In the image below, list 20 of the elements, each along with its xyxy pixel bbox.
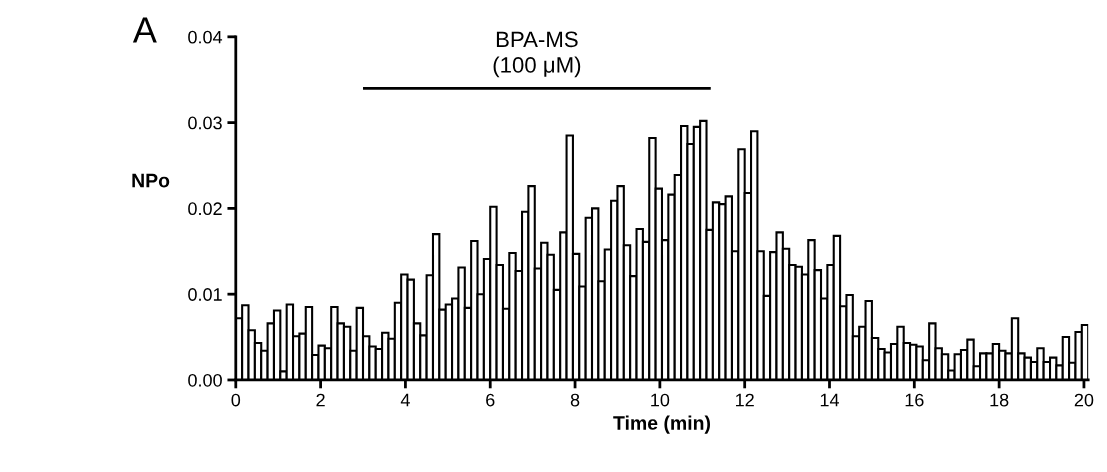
x-tick-label: 16: [905, 393, 924, 407]
x-tick-label: 10: [651, 393, 670, 407]
y-tick-label: 0.00: [188, 373, 222, 387]
x-tick-label: 8: [570, 393, 580, 407]
y-tick-label: 0.01: [188, 288, 222, 301]
x-tick-label: 14: [820, 393, 840, 407]
y-axis-title: NPo: [132, 173, 170, 188]
x-tick-label: 12: [736, 393, 754, 407]
x-tick-label: 20: [1074, 393, 1094, 407]
y-tick-label: 0.04: [188, 30, 223, 44]
x-axis-title: Time (min): [613, 415, 710, 434]
text: A: [132, 17, 157, 43]
x-tick-label: 0: [231, 393, 241, 407]
y-tick-label: 0.02: [188, 202, 222, 216]
x-tick-label: 6: [486, 393, 495, 407]
annotation: BPA-MS (100 μM): [493, 31, 581, 78]
x-tick-label: 4: [400, 393, 410, 407]
x-tick-label: 18: [990, 393, 1009, 407]
x-tick-label: 2: [316, 393, 325, 407]
y-tick-label: 0.03: [188, 116, 222, 130]
